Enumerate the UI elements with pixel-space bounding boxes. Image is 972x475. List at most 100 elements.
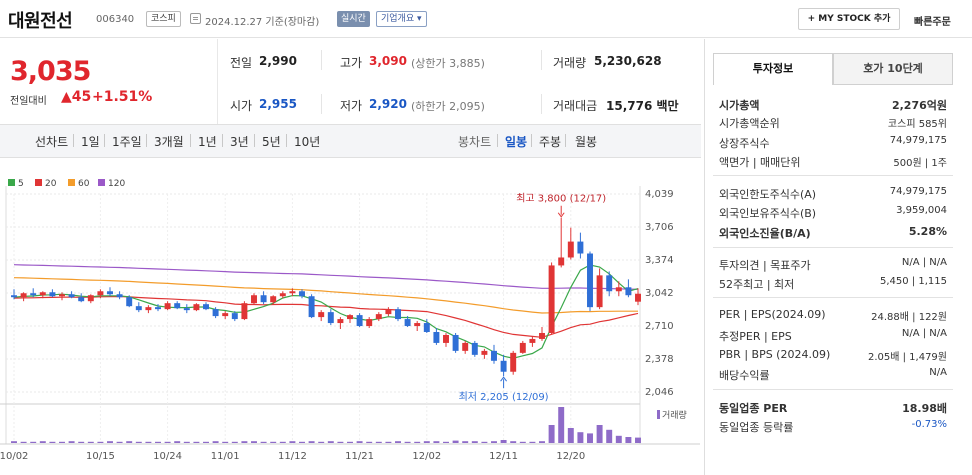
low-label: 저가 [340,99,363,113]
info-label: 외국인한도주식수(A) [719,188,817,201]
min-arrowhead [500,376,507,382]
volume-bar [49,441,56,443]
volume-bar [318,441,325,443]
quick-order-link[interactable]: 빠른주문 [914,17,951,28]
period-3m[interactable]: 3개월 [154,135,184,149]
info-row: 시가총액 2,276억원 [719,95,947,113]
candle-body [375,314,382,320]
weekly-candle-tab[interactable]: 주봉 [539,135,562,149]
x-tick-label: 10/24 [153,451,182,462]
mystock-add-button[interactable]: + MY STOCK 추가 [798,8,900,30]
info-value: 5.28% [908,225,947,238]
candle-body [241,303,248,320]
info-label: 배당수익률 [719,369,770,382]
high-label: 고가 [340,56,363,70]
period-3y[interactable]: 3년 [230,135,249,149]
info-label: 추정PER | EPS [719,330,792,343]
open-label: 시가 [230,99,253,113]
volume-bar [107,441,113,443]
candle-chart-label[interactable]: 봉차트 [458,135,492,149]
y-tick-label: 3,374 [645,255,674,266]
min-annotation: 최저 2,205 (12/09) [459,391,549,403]
volume-bar [289,441,296,443]
candle-body [423,323,430,332]
period-5y[interactable]: 5년 [262,135,281,149]
monthly-candle-tab[interactable]: 월봉 [575,135,598,149]
info-row: 외국인한도주식수(A) 74,979,175 [719,184,947,202]
info-row: 액면가 | 매매단위 500원 | 1주 [719,152,947,170]
volume-bar [231,441,238,443]
volume-bar [193,441,200,443]
candle-body [212,309,219,317]
candle-body [78,297,85,302]
volume-bar [452,440,459,443]
volume-bar [270,441,277,443]
ma60-line [13,277,638,314]
period-10y[interactable]: 10년 [294,135,321,149]
info-value: N/A | N/A [901,257,947,268]
volume-bar [116,441,123,443]
volume-bar [567,428,574,443]
candle-body [452,334,459,351]
volume-bar [577,432,584,443]
compare-label: 전일대비 [10,96,47,107]
info-row: 상장주식수 74,979,175 [719,133,947,151]
volume-bar [20,441,27,443]
volume-bar [39,441,46,443]
candle-body [414,323,421,327]
info-label: 동일업종 등락률 [719,421,794,434]
info-value: 74,979,175 [889,186,947,197]
panel-divider [713,297,953,298]
y-tick-label: 3,042 [645,288,674,299]
info-row: 동일업종 등락률 -0.73% [719,417,947,435]
tab-orderbook[interactable]: 호가 10단계 [833,53,953,85]
candlestick-chart[interactable]: 4,039 3,706 3,374 3,042 2,710 2,378 2,046 10/02… [0,186,700,475]
market-badge: 코스피 [146,11,181,27]
ma20-line [13,295,639,338]
y-tick-label: 2,710 [645,321,674,332]
candle-body [68,294,75,298]
stock-header [0,0,972,38]
volume-bar [615,435,622,443]
investment-info-panel [704,39,972,475]
info-label: 액면가 | 매매단위 [719,156,801,169]
volume-bar [183,441,190,443]
y-tick-label: 2,046 [645,387,674,398]
volume-bar [443,441,449,443]
volume-bar [279,441,286,443]
max-arrowhead [557,212,565,218]
info-value: 74,979,175 [889,135,947,146]
tab-investment-info[interactable]: 투자정보 [713,53,833,85]
candle-body [433,331,440,343]
candle-body [548,265,555,333]
volume-value: 5,230,628 [594,54,662,68]
candle-body [404,319,411,327]
daily-candle-tab[interactable]: 일봉 [505,135,528,149]
volume-bar [625,437,632,443]
info-value: 500원 | 1주 [893,158,947,169]
volume-bar [145,441,152,443]
volume-bar [126,441,133,443]
ma120-line [13,264,639,290]
candle-body [625,287,632,296]
volume-bar [347,441,353,443]
candle-body [97,291,104,296]
realtime-button[interactable]: 실시간 [337,11,370,27]
legend-ma60: 60 [68,179,89,189]
period-1w[interactable]: 1주일 [112,135,142,149]
info-label: PBR | BPS (2024.09) [719,348,831,361]
candle-body [356,315,363,327]
candle-body [193,304,200,311]
line-chart-tab[interactable]: 선차트 [35,135,69,149]
candle-body [481,350,488,355]
candle-body [135,306,142,311]
volume-bar [97,441,104,443]
company-info-dropdown[interactable]: 기업개요 ▾ [376,11,427,27]
period-1d[interactable]: 1일 [81,135,100,149]
candle-body [519,342,526,353]
period-1y[interactable]: 1년 [198,135,217,149]
candle-body [155,307,161,310]
legend-ma5: 5 [8,179,24,189]
candle-body [59,294,65,297]
lower-limit: (하한가 2,095) [411,100,485,113]
